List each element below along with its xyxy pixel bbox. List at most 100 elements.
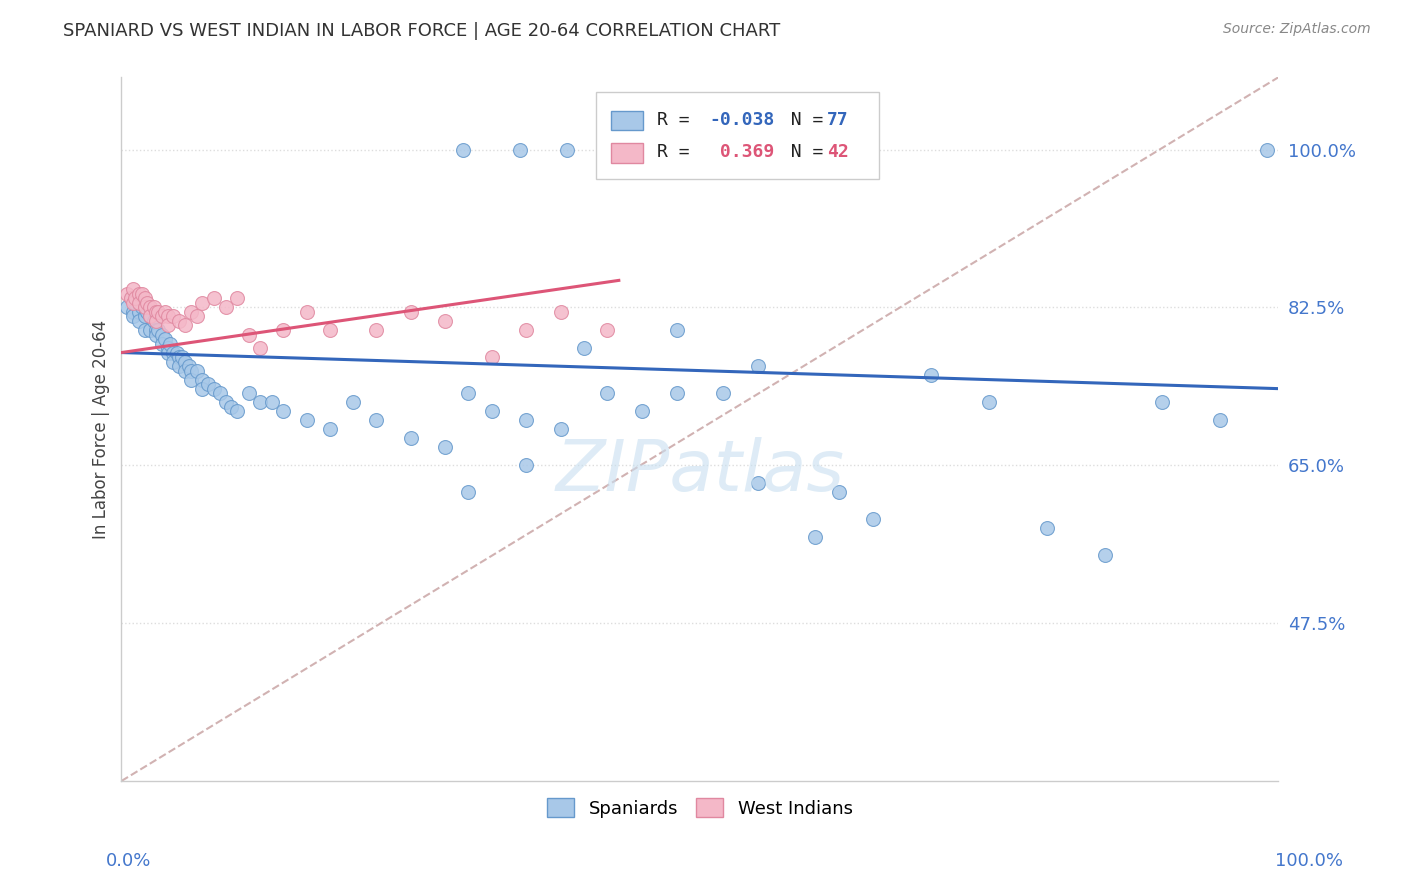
- Point: [191, 296, 214, 310]
- Text: R =: R =: [657, 111, 700, 128]
- Point: [128, 287, 150, 301]
- Point: [457, 386, 479, 401]
- Point: [631, 404, 654, 418]
- Point: [159, 336, 181, 351]
- Text: 42: 42: [827, 143, 849, 161]
- Point: [596, 323, 619, 337]
- Point: [273, 323, 295, 337]
- Point: [128, 296, 150, 310]
- Point: [139, 310, 162, 324]
- Point: [177, 359, 200, 373]
- Point: [155, 305, 177, 319]
- Point: [134, 301, 156, 315]
- Point: [399, 431, 422, 445]
- Point: [180, 363, 202, 377]
- Point: [122, 305, 145, 319]
- Point: [169, 314, 191, 328]
- Point: [804, 531, 827, 545]
- Text: ZIPatlas: ZIPatlas: [555, 437, 844, 506]
- Point: [135, 305, 157, 319]
- Point: [434, 440, 457, 454]
- Point: [145, 323, 167, 337]
- Point: [399, 305, 422, 319]
- Point: [191, 382, 214, 396]
- FancyBboxPatch shape: [596, 92, 879, 179]
- Point: [174, 318, 197, 333]
- Point: [142, 301, 165, 315]
- Point: [515, 413, 537, 427]
- Point: [364, 323, 387, 337]
- Point: [1094, 549, 1116, 563]
- Point: [572, 341, 595, 355]
- Point: [318, 422, 340, 436]
- Point: [318, 323, 340, 337]
- Text: 77: 77: [827, 111, 849, 128]
- Point: [150, 327, 173, 342]
- Point: [156, 318, 179, 333]
- Point: [457, 485, 479, 500]
- Point: [1152, 395, 1174, 409]
- Point: [139, 301, 162, 315]
- Point: [124, 296, 146, 310]
- Point: [174, 363, 197, 377]
- Point: [451, 143, 474, 157]
- Point: [509, 143, 531, 157]
- Point: [711, 386, 734, 401]
- Point: [214, 301, 236, 315]
- Point: [273, 404, 295, 418]
- Text: N =: N =: [769, 143, 834, 161]
- Point: [148, 305, 170, 319]
- Point: [180, 305, 202, 319]
- Point: [124, 292, 146, 306]
- Point: [134, 323, 156, 337]
- Point: [148, 323, 170, 337]
- Point: [515, 323, 537, 337]
- Point: [142, 314, 165, 328]
- Point: [122, 282, 145, 296]
- Point: [221, 400, 243, 414]
- Point: [162, 310, 184, 324]
- Point: [295, 305, 318, 319]
- Point: [295, 413, 318, 427]
- Point: [155, 332, 177, 346]
- Point: [555, 143, 578, 157]
- Point: [920, 368, 942, 383]
- Point: [180, 373, 202, 387]
- Point: [665, 323, 688, 337]
- Point: [174, 354, 197, 368]
- Point: [150, 310, 173, 324]
- Point: [186, 310, 208, 324]
- Point: [156, 341, 179, 355]
- Point: [202, 292, 225, 306]
- Point: [202, 382, 225, 396]
- Text: R =: R =: [657, 143, 700, 161]
- Point: [226, 292, 249, 306]
- Point: [169, 350, 191, 364]
- Point: [128, 314, 150, 328]
- Point: [238, 386, 260, 401]
- Point: [515, 458, 537, 473]
- Point: [135, 296, 157, 310]
- Point: [134, 292, 156, 306]
- Point: [139, 323, 162, 337]
- Point: [665, 386, 688, 401]
- Point: [145, 305, 167, 319]
- Text: Source: ZipAtlas.com: Source: ZipAtlas.com: [1223, 22, 1371, 37]
- Point: [131, 301, 153, 315]
- Point: [122, 296, 145, 310]
- Point: [169, 359, 191, 373]
- Point: [197, 377, 219, 392]
- Text: SPANIARD VS WEST INDIAN IN LABOR FORCE | AGE 20-64 CORRELATION CHART: SPANIARD VS WEST INDIAN IN LABOR FORCE |…: [63, 22, 780, 40]
- Point: [550, 422, 572, 436]
- Text: 0.369: 0.369: [709, 143, 775, 161]
- Point: [128, 305, 150, 319]
- Bar: [610, 143, 643, 162]
- Point: [238, 327, 260, 342]
- Point: [208, 386, 231, 401]
- Point: [122, 310, 145, 324]
- Point: [481, 350, 503, 364]
- Point: [342, 395, 364, 409]
- Point: [115, 301, 138, 315]
- Point: [862, 512, 884, 526]
- Point: [747, 359, 769, 373]
